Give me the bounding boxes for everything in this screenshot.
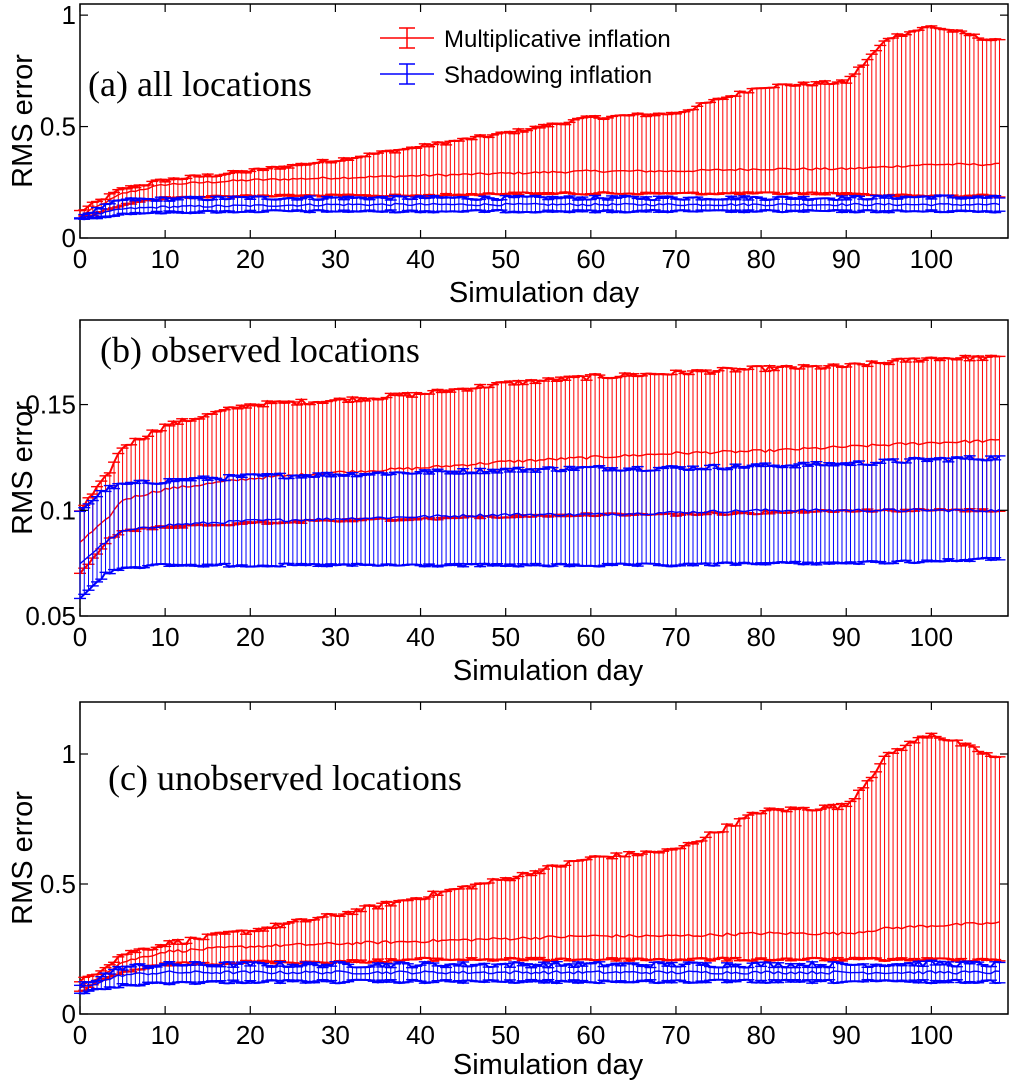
panel-b-xtick-label: 20: [236, 622, 265, 652]
panel-c-xtick-label: 100: [910, 1020, 953, 1050]
legend: Multiplicative inflation Shadowing infla…: [372, 16, 734, 92]
panel-c-xtick-label: 80: [747, 1020, 776, 1050]
panel-c-xtick-label: 90: [832, 1020, 861, 1050]
legend-label-multiplicative: Multiplicative inflation: [444, 26, 671, 53]
panel-b-xlabel: Simulation day: [453, 655, 644, 687]
panel-c-xtick-label: 40: [406, 1020, 435, 1050]
legend-entry-multiplicative: Multiplicative inflation: [380, 26, 671, 53]
panel-b-multiplicative-upper-line: [79, 354, 1000, 512]
panel-a-xtick-label: 40: [406, 244, 435, 274]
panel-a-ytick-label: 1: [62, 0, 76, 30]
panel-c: 0 10 20 30 40 50 60 70 80 90 100 0 0.5 1 (c) unobserv…: [7, 701, 1009, 1081]
panel-b-label: (b) observed locations: [100, 330, 420, 370]
panel-a-xlabel: Simulation day: [449, 277, 640, 309]
panel-c-xtick-label: 70: [662, 1020, 691, 1050]
legend-box: [372, 16, 734, 92]
panel-b-ytick-label: 0.15: [25, 390, 76, 420]
panel-b-shadowing-mean-line: [79, 508, 1000, 565]
panel-a-xtick-label: 70: [662, 244, 691, 274]
panel-a-xtick-label: 50: [491, 244, 520, 274]
panel-a-xtick-label: 20: [236, 244, 265, 274]
panel-c-xtick-label: 60: [576, 1020, 605, 1050]
panel-c-multiplicative-upper-line: [79, 732, 1000, 983]
panel-a-xtick-label: 10: [151, 244, 180, 274]
panel-c-ytick-label: 0.5: [40, 869, 76, 899]
panel-b-xtick-label: 10: [151, 622, 180, 652]
panel-b-xtick-label: 30: [321, 622, 350, 652]
panel-c-multiplicative-lower-line: [79, 956, 1000, 993]
panel-c-xtick-label: 30: [321, 1020, 350, 1050]
panel-a-label: (a) all locations: [88, 64, 312, 104]
panel-b-xtick-label: 80: [747, 622, 776, 652]
panel-c-plot-area: [74, 732, 1006, 995]
panel-a-ytick-label: 0: [62, 223, 76, 253]
panel-b-shadowing-upper-line: [79, 454, 1001, 513]
panel-b-xtick-label: 0: [73, 622, 87, 652]
panel-a-xtick-label: 100: [910, 244, 953, 274]
panel-b-ytick-label: 0.05: [25, 601, 76, 631]
panel-c-axes: 0 10 20 30 40 50 60 70 80 90 100 0 0.5 1: [40, 702, 1008, 1050]
panel-b: 0 10 20 30 40 50 60 70 80 90 100 0.05 0.1 0.15 (b) ob…: [7, 319, 1009, 687]
legend-entry-shadowing: Shadowing inflation: [380, 62, 652, 89]
panel-c-shadowing-upper-line: [79, 959, 1000, 987]
panel-c-ytick-label: 1: [62, 739, 76, 769]
panel-a-xtick-label: 30: [321, 244, 350, 274]
panel-c-xtick-label: 10: [151, 1020, 180, 1050]
panel-b-ylabel: RMS error: [7, 401, 39, 535]
panel-b-xtick-label: 100: [910, 622, 953, 652]
panel-b-xtick-label: 40: [406, 622, 435, 652]
panel-a-shadowing-mean-line: [79, 202, 1000, 220]
panel-a-xtick-label: 90: [832, 244, 861, 274]
panel-a-ylabel: RMS error: [7, 54, 39, 188]
panel-b-shadowing-lower-line: [79, 556, 1000, 600]
panel-a-xtick-label: 0: [73, 244, 87, 274]
panel-a-shadowing-lower-line: [79, 208, 1000, 221]
panel-a: 0 10 20 30 40 50 60 70 80 90 100 0 0.5 1 (a) all loca…: [7, 0, 1009, 309]
panel-c-multiplicative-mean-line: [79, 921, 1000, 989]
panel-a-xtick-label: 60: [576, 244, 605, 274]
panel-b-xtick-label: 90: [832, 622, 861, 652]
panel-c-ylabel: RMS error: [7, 791, 39, 925]
panel-a-shadowing-upper-line: [79, 193, 1000, 219]
panel-c-ytick-label: 0: [62, 999, 76, 1029]
panel-b-xtick-label: 50: [491, 622, 520, 652]
panel-b-axes: 0 10 20 30 40 50 60 70 80 90 100 0.05 0.1 0.15: [25, 320, 1008, 652]
panel-c-label: (c) unobserved locations: [108, 758, 462, 798]
panel-a-multiplicative-mean-line: [79, 162, 1000, 217]
panel-b-xtick-label: 70: [662, 622, 691, 652]
panel-a-xtick-label: 80: [747, 244, 776, 274]
panel-b-plot-area: [74, 354, 1006, 600]
panel-c-xtick-label: 20: [236, 1020, 265, 1050]
panel-b-ytick-label: 0.1: [40, 495, 76, 525]
panel-c-xtick-label: 50: [491, 1020, 520, 1050]
panel-a-ytick-label: 0.5: [40, 112, 76, 142]
panel-a-multiplicative-upper-line: [79, 24, 1000, 212]
panel-c-shadowing-lower-line: [79, 978, 1000, 995]
panel-a-axes: 0 10 20 30 40 50 60 70 80 90 100 0 0.5 1: [40, 0, 1008, 274]
panel-c-xtick-label: 0: [73, 1020, 87, 1050]
panel-a-plot-area: [74, 24, 1006, 221]
legend-label-shadowing: Shadowing inflation: [444, 62, 652, 89]
panel-b-xtick-label: 60: [576, 622, 605, 652]
panel-c-xlabel: Simulation day: [453, 1049, 644, 1081]
panel-c-shadowing-mean-line: [79, 970, 1000, 989]
